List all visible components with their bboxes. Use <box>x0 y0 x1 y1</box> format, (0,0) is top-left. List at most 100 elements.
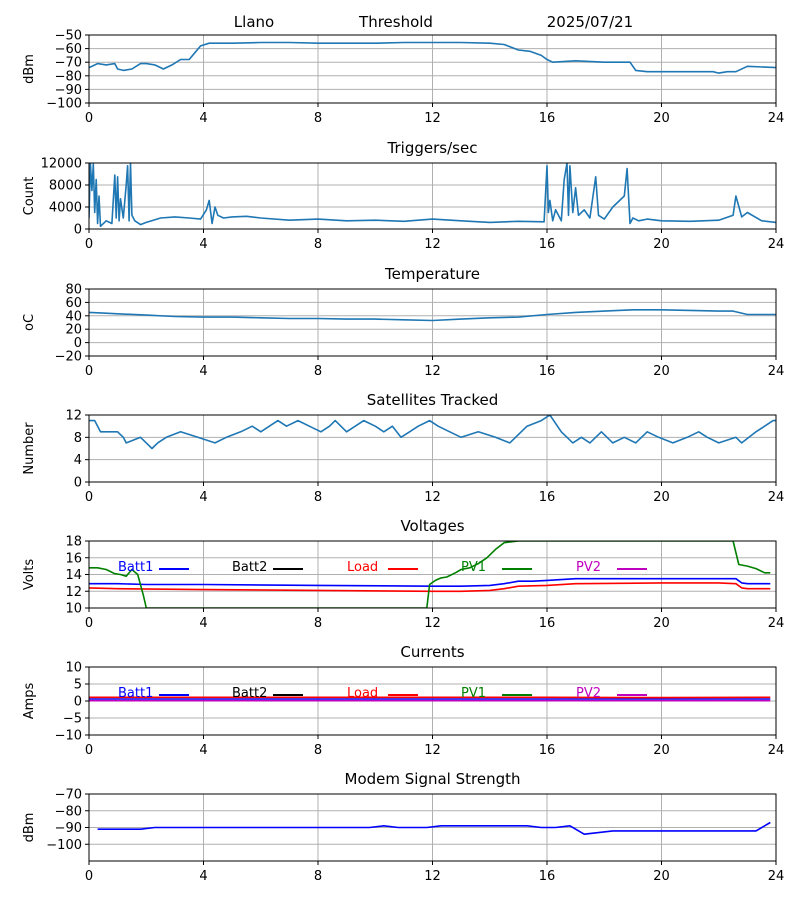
x-tick-label: 24 <box>768 743 785 758</box>
x-tick-label: 8 <box>314 743 322 758</box>
station-name: Llano <box>234 13 274 31</box>
y-axis-label: Number <box>22 422 37 475</box>
x-tick-label: 20 <box>653 490 670 505</box>
x-tick-label: 20 <box>653 616 670 631</box>
x-tick-label: 8 <box>314 490 322 505</box>
series-line-series0 <box>89 415 776 450</box>
y-tick-label: −80 <box>55 804 82 819</box>
x-tick-label: 16 <box>539 111 556 126</box>
x-tick-label: 4 <box>199 616 207 631</box>
x-tick-label: 0 <box>85 490 93 505</box>
y-tick-label: −100 <box>46 97 82 112</box>
y-tick-label: 8000 <box>49 179 82 194</box>
series-line-series0 <box>89 41 776 74</box>
series-line-series0 <box>97 821 771 836</box>
series-line-series0 <box>89 163 776 228</box>
x-tick-label: 20 <box>653 111 670 126</box>
x-tick-label: 20 <box>653 237 670 252</box>
chart-title: Triggers/sec <box>387 139 478 157</box>
x-tick-label: 24 <box>768 237 785 252</box>
y-tick-label: −90 <box>55 83 82 98</box>
x-tick-label: 16 <box>539 237 556 252</box>
series-line-pv1 <box>89 541 771 608</box>
x-tick-label: 4 <box>199 364 207 379</box>
legend-label-batt2: Batt2 <box>232 560 267 575</box>
y-tick-label: 8 <box>74 431 82 446</box>
x-tick-label: 12 <box>424 616 441 631</box>
x-tick-label: 12 <box>424 111 441 126</box>
x-tick-label: 4 <box>199 743 207 758</box>
y-tick-label: 18 <box>65 535 82 550</box>
y-tick-label: 0 <box>74 695 82 710</box>
chart-panel-6: 0 4 8 12 16 20 24 −70−80 −90 −100 Modem Signal Str… <box>22 770 784 884</box>
x-tick-label: 4 <box>199 237 207 252</box>
y-axis-label: Amps <box>22 682 37 719</box>
y-tick-label: 0 <box>74 336 82 351</box>
x-tick-label: 0 <box>85 869 93 884</box>
legend-label-batt1: Batt1 <box>118 560 153 575</box>
legend-label-pv1: PV1 <box>461 560 486 575</box>
x-tick-label: 24 <box>768 616 785 631</box>
legend-label-pv2: PV2 <box>576 686 601 701</box>
chart-title: Voltages <box>400 517 464 535</box>
y-tick-label: 12000 <box>41 157 82 172</box>
x-tick-label: 16 <box>539 616 556 631</box>
x-tick-label: 12 <box>424 743 441 758</box>
chart-title: Satellites Tracked <box>367 391 498 409</box>
x-tick-label: 20 <box>653 869 670 884</box>
y-axis-label: Count <box>22 177 37 216</box>
x-tick-label: 8 <box>314 869 322 884</box>
x-tick-label: 8 <box>314 111 322 126</box>
x-tick-label: 12 <box>424 490 441 505</box>
x-tick-label: 16 <box>539 869 556 884</box>
series-line-load <box>89 582 771 593</box>
series-line-series0 <box>89 308 776 322</box>
y-tick-label: 12 <box>65 585 82 600</box>
chart-title: Currents <box>400 643 464 661</box>
y-tick-label: −100 <box>46 838 82 853</box>
legend-label-pv2: PV2 <box>576 560 601 575</box>
x-tick-label: 16 <box>539 743 556 758</box>
y-tick-label: 0 <box>74 476 82 491</box>
y-tick-label: 16 <box>65 551 82 566</box>
x-tick-label: 24 <box>768 490 785 505</box>
x-tick-label: 24 <box>768 869 785 884</box>
legend-label-pv1: PV1 <box>461 686 486 701</box>
y-tick-label: 4 <box>74 453 82 468</box>
chart-title: Modem Signal Strength <box>345 770 521 788</box>
x-tick-label: 8 <box>314 616 322 631</box>
x-tick-label: 24 <box>768 111 785 126</box>
series-line-batt1 <box>89 577 771 588</box>
y-tick-label: 60 <box>65 296 82 311</box>
x-tick-label: 0 <box>85 364 93 379</box>
x-tick-label: 12 <box>424 869 441 884</box>
header-date: 2025/07/21 <box>547 13 633 31</box>
legend-label-batt1: Batt1 <box>118 686 153 701</box>
x-tick-label: 16 <box>539 364 556 379</box>
x-tick-label: 0 <box>85 743 93 758</box>
y-axis-label: dBm <box>22 813 37 843</box>
x-tick-label: 24 <box>768 364 785 379</box>
x-tick-label: 20 <box>653 364 670 379</box>
chart-panel-0: 0 4 8 12 16 20 24 −50−60−70−80−90−100 dBm <box>22 29 784 127</box>
y-tick-label: 0 <box>74 223 82 238</box>
header-subtitle: Threshold <box>358 13 433 31</box>
legend-label-batt2: Batt2 <box>232 686 267 701</box>
chart-title: Temperature <box>384 265 480 283</box>
y-tick-label: −10 <box>55 729 82 744</box>
y-axis-label: dBm <box>22 54 37 84</box>
x-tick-label: 8 <box>314 364 322 379</box>
y-tick-label: 12 <box>65 409 82 424</box>
y-tick-label: 4000 <box>49 201 82 216</box>
x-tick-label: 12 <box>424 364 441 379</box>
y-tick-label: −5 <box>63 712 82 727</box>
x-tick-label: 8 <box>314 237 322 252</box>
x-tick-label: 4 <box>199 869 207 884</box>
x-tick-label: 0 <box>85 111 93 126</box>
y-tick-label: 20 <box>65 323 82 338</box>
y-tick-label: 14 <box>65 568 82 583</box>
